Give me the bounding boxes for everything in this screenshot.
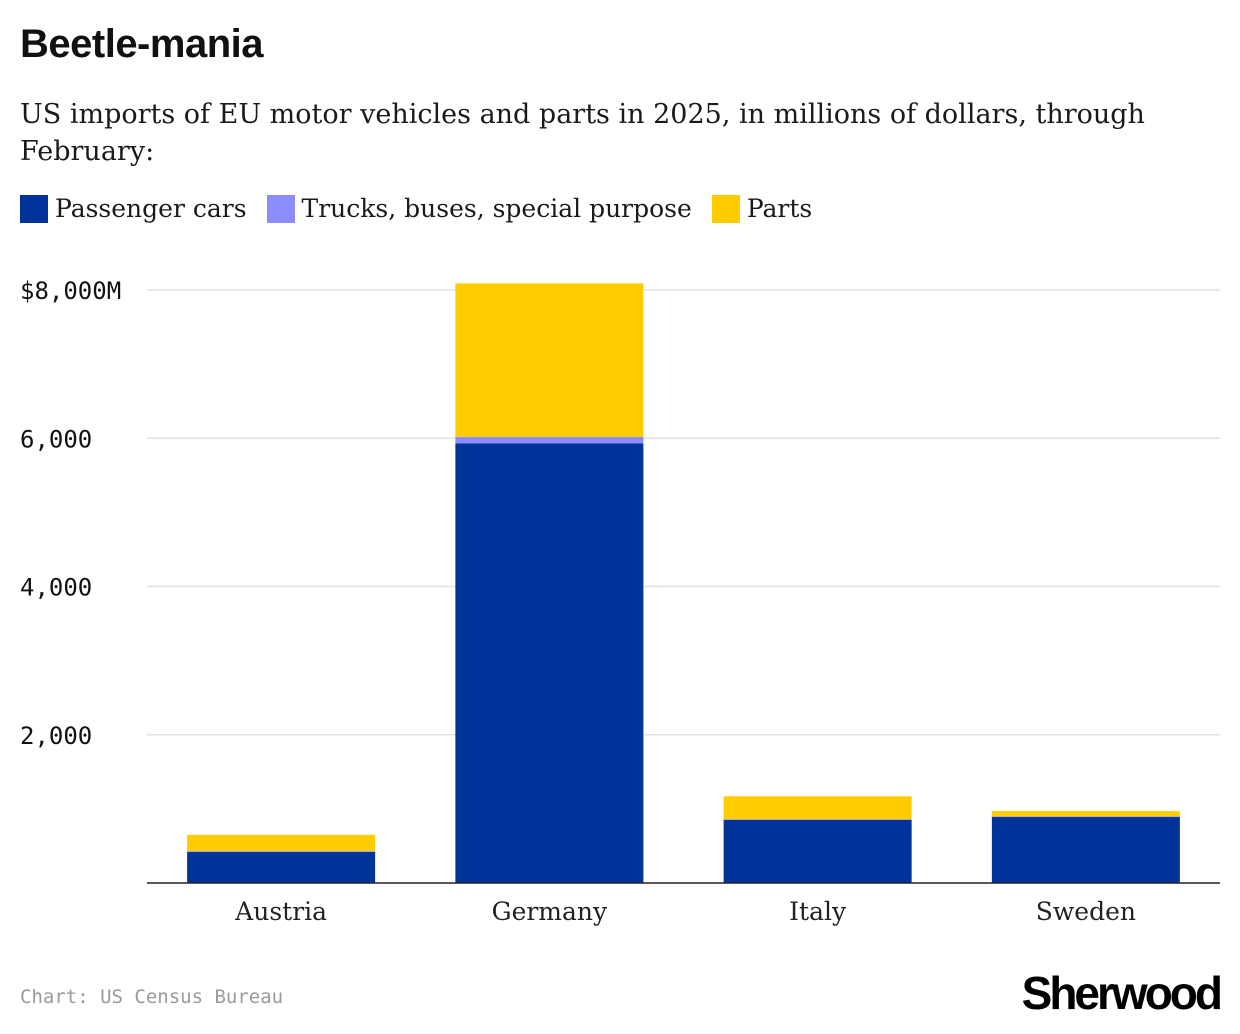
legend-label-trucks: Trucks, buses, special purpose (301, 194, 692, 223)
bar-segment-germany-passenger-cars (455, 443, 644, 883)
source-note: Chart: US Census Bureau (20, 986, 284, 1008)
legend-item-parts: Parts (711, 194, 813, 223)
bar-segment-sweden-trucks (991, 816, 1180, 818)
bar-segment-austria-passenger-cars (187, 851, 376, 883)
bar-segment-sweden-passenger-cars (991, 817, 1180, 883)
chart-title: Beetle-mania (20, 22, 263, 66)
bar-segment-germany-parts (455, 283, 644, 437)
bar-segment-austria-parts (187, 834, 376, 852)
bar-segment-austria-trucks (187, 851, 376, 852)
x-tick-label: Sweden (1036, 897, 1136, 926)
y-tick-label: 4,000 (20, 574, 92, 602)
bar-segment-sweden-parts (991, 811, 1180, 817)
legend-label-parts: Parts (746, 194, 813, 223)
bar-segment-germany-trucks (455, 436, 644, 444)
x-tick-label: Germany (492, 897, 608, 926)
legend-label-passenger-cars: Passenger cars (55, 194, 247, 223)
legend-item-trucks: Trucks, buses, special purpose (266, 194, 692, 223)
y-tick-label: $8,000M (20, 277, 121, 305)
legend-item-passenger-cars: Passenger cars (20, 194, 247, 223)
chart-subtitle: US imports of EU motor vehicles and part… (20, 99, 1145, 167)
bar-segment-italy-passenger-cars (723, 819, 912, 883)
legend-swatch-trucks (266, 194, 295, 223)
legend-swatch-parts (711, 194, 740, 223)
bar-segment-italy-parts (723, 796, 912, 820)
legend: Passenger cars Trucks, buses, special pu… (20, 194, 832, 223)
x-tick-label: Austria (234, 897, 327, 926)
bar-segment-italy-trucks (723, 819, 912, 820)
legend-swatch-passenger-cars (20, 194, 48, 223)
x-tick-label: Italy (789, 897, 847, 926)
sherwood-logo: Sherwood (1021, 967, 1223, 1019)
y-tick-label: 2,000 (20, 722, 92, 750)
y-tick-label: 6,000 (20, 425, 92, 453)
